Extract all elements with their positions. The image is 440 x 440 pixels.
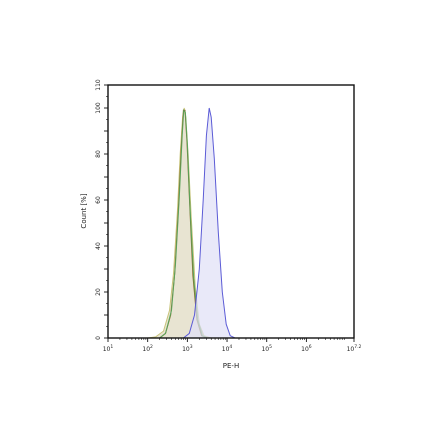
y-tick-label: 100 — [95, 102, 102, 114]
x-tick-label: 106 — [301, 344, 312, 353]
x-tick-label: 107.2 — [347, 344, 362, 353]
series-group — [108, 107, 354, 339]
series-2-line — [108, 109, 354, 339]
y-tick-label: 0 — [95, 336, 102, 340]
y-tick-label: 110 — [95, 79, 102, 91]
y-tick-label: 60 — [95, 196, 102, 204]
plot-frame — [107, 84, 355, 339]
y-tick-label: 20 — [95, 288, 102, 296]
x-ticks: 101 102 103 104 105 106 107.2 — [103, 338, 362, 353]
series-4-area — [108, 108, 354, 338]
x-tick-label: 103 — [182, 344, 193, 353]
x-tick-label: 105 — [261, 344, 272, 353]
series-4-line — [108, 107, 354, 339]
x-axis-label: PE-H — [223, 362, 239, 370]
y-tick-label: 40 — [95, 242, 102, 250]
x-tick-label: 102 — [142, 344, 153, 353]
series-1-line — [108, 107, 354, 339]
y-axis-label: Count [%] — [80, 193, 88, 228]
y-tick-label: 80 — [95, 150, 102, 158]
x-tick-label: 104 — [222, 344, 233, 353]
y-ticks: 0 20 40 60 80 100 110 — [95, 79, 108, 340]
x-tick-label: 101 — [103, 344, 114, 353]
series-1-area — [108, 108, 354, 338]
series-3-line — [108, 108, 354, 339]
